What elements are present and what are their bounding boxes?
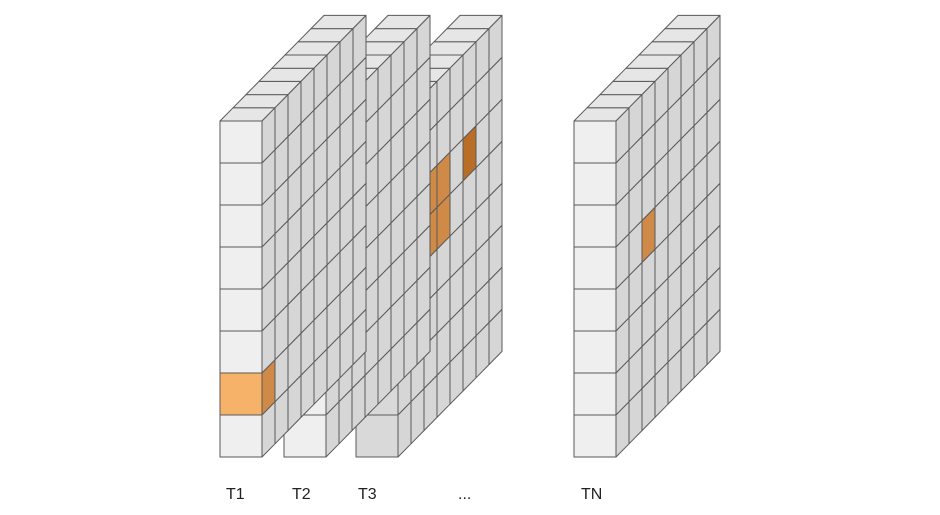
label-t1: T1 bbox=[226, 486, 245, 503]
label-t3: T3 bbox=[358, 486, 377, 503]
front-cell bbox=[283, 414, 327, 458]
front-cell bbox=[219, 414, 263, 458]
front-cell bbox=[219, 330, 263, 374]
side-cell bbox=[416, 308, 431, 366]
label-t2: T2 bbox=[292, 486, 311, 503]
front-cell bbox=[573, 246, 617, 290]
front-cell bbox=[573, 162, 617, 206]
front-cell bbox=[219, 204, 263, 248]
block-t1 bbox=[219, 14, 367, 458]
block-tn bbox=[573, 14, 721, 458]
front-cell bbox=[219, 120, 263, 164]
side-cell bbox=[488, 308, 503, 366]
highlighted-cell bbox=[219, 372, 263, 416]
side-cell bbox=[706, 308, 721, 366]
front-cell bbox=[573, 204, 617, 248]
front-cell bbox=[355, 414, 399, 458]
side-cell bbox=[352, 308, 367, 366]
front-cell bbox=[219, 162, 263, 206]
front-cell bbox=[573, 120, 617, 164]
front-cell bbox=[573, 414, 617, 458]
label-tn: TN bbox=[581, 486, 602, 503]
front-cell bbox=[219, 288, 263, 332]
label-ellipsis: ... bbox=[458, 486, 471, 503]
tensor-blocks bbox=[219, 14, 721, 458]
front-cell bbox=[219, 246, 263, 290]
front-cell bbox=[573, 288, 617, 332]
front-cell bbox=[573, 372, 617, 416]
front-cell bbox=[573, 330, 617, 374]
